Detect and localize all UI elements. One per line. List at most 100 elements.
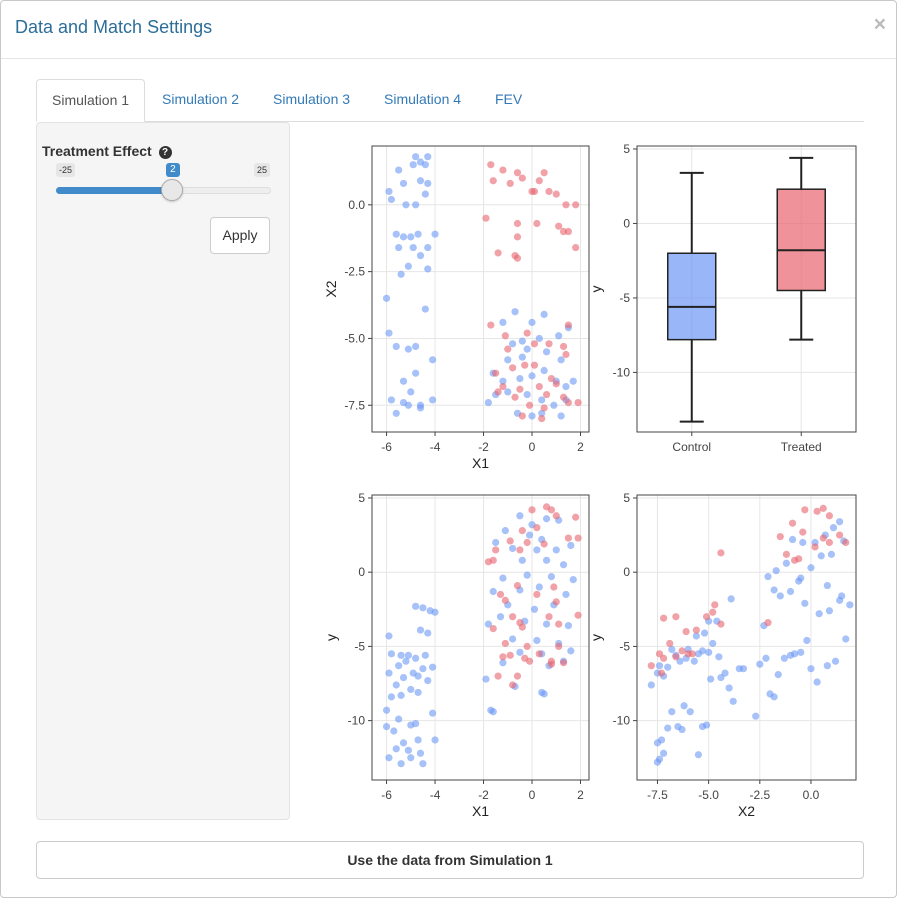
treated-point (660, 614, 668, 622)
control-point (404, 746, 412, 754)
control-point (535, 583, 543, 591)
treated-point (813, 507, 821, 515)
treated-point (709, 608, 717, 616)
treated-point (545, 340, 553, 348)
control-point (397, 270, 405, 278)
xtick-label: 0 (529, 788, 536, 802)
control-point (838, 592, 846, 600)
treated-point (717, 549, 725, 557)
ytick-label: 0.0 (348, 198, 365, 212)
control-point (392, 745, 400, 753)
ytick-label: 5 (623, 491, 630, 505)
treated-point (552, 598, 560, 606)
control-point (664, 663, 672, 671)
control-point (542, 620, 551, 628)
treated-point (547, 660, 556, 668)
treated-point (513, 219, 522, 228)
control-point (414, 736, 422, 744)
control-point (395, 166, 403, 174)
control-point (709, 639, 717, 648)
control-point (387, 396, 395, 404)
treated-point (555, 620, 563, 628)
xtick-label: Control (672, 440, 711, 454)
settings-sidebar: Treatment Effect ? -25 25 2 Apply (36, 122, 290, 820)
treated-point (513, 233, 522, 241)
treated-point (494, 672, 502, 680)
control-point (509, 544, 517, 553)
modal-title: Data and Match Settings (15, 17, 213, 37)
treatment-effect-slider[interactable]: -25 25 2 (56, 161, 272, 201)
treated-point (672, 653, 680, 661)
treated-point (523, 538, 531, 547)
treated-point (655, 650, 664, 658)
tab-bar: Simulation 1 Simulation 2 Simulation 3 S… (36, 79, 864, 122)
control-point (416, 626, 425, 634)
treated-point (672, 613, 680, 621)
control-point (431, 736, 439, 744)
control-point (385, 187, 393, 196)
treated-point (523, 642, 531, 651)
control-point (797, 574, 805, 582)
xtick-label: -4 (430, 788, 441, 802)
control-point (715, 653, 723, 661)
use-data-button[interactable]: Use the data from Simulation 1 (36, 841, 864, 879)
treated-point (501, 332, 509, 340)
control-point (557, 356, 565, 364)
apply-button[interactable]: Apply (210, 217, 270, 254)
tab-simulation-3[interactable]: Simulation 3 (273, 91, 351, 107)
control-point (424, 243, 432, 252)
treated-point (499, 653, 507, 661)
control-point (397, 651, 405, 659)
control-point (395, 662, 403, 670)
tab-simulation-4[interactable]: Simulation 4 (384, 91, 462, 107)
help-icon[interactable]: ? (158, 146, 172, 159)
ytick-label: 0 (623, 216, 630, 230)
control-point (390, 727, 398, 735)
tab-simulation-1[interactable]: Simulation 1 (36, 79, 146, 122)
ytick-label: -5.0 (344, 331, 365, 345)
control-point (421, 161, 429, 169)
control-point (528, 318, 536, 327)
xtick-label: -7.5 (647, 788, 668, 802)
control-point (407, 754, 415, 762)
control-point (655, 755, 664, 763)
treatment-effect-label: Treatment Effect ? (42, 143, 172, 159)
control-point (421, 651, 429, 659)
control-point (412, 369, 420, 377)
control-point (424, 676, 432, 685)
treated-point (509, 364, 517, 372)
control-point (668, 708, 676, 716)
treated-point (559, 342, 568, 351)
control-point (538, 396, 546, 404)
tab-simulation-2[interactable]: Simulation 2 (162, 91, 240, 107)
plot-area (636, 494, 857, 781)
control-point (790, 650, 799, 658)
treated-point (540, 169, 548, 177)
treated-point (506, 537, 514, 545)
ytick-label: -10 (348, 714, 366, 728)
control-point (518, 337, 526, 345)
control-point (528, 412, 536, 420)
treated-point (501, 596, 509, 604)
tab-fev[interactable]: FEV (495, 91, 523, 107)
control-point (395, 243, 403, 252)
close-button[interactable]: × (873, 13, 886, 36)
control-point (414, 230, 422, 238)
control-point (829, 524, 838, 532)
treated-point (776, 532, 784, 541)
control-point (762, 654, 770, 662)
treated-point (540, 540, 548, 548)
treated-point (552, 512, 560, 520)
treated-point (535, 177, 543, 185)
control-point (555, 332, 563, 340)
slider-handle[interactable] (161, 179, 184, 201)
control-point (509, 635, 517, 643)
control-point (788, 535, 797, 544)
control-point (409, 161, 417, 169)
control-point (419, 665, 427, 673)
control-point (690, 657, 698, 665)
treated-point (799, 528, 807, 536)
control-point (429, 663, 437, 671)
treated-point (525, 401, 534, 409)
slider-value-label: 2 (166, 163, 180, 177)
